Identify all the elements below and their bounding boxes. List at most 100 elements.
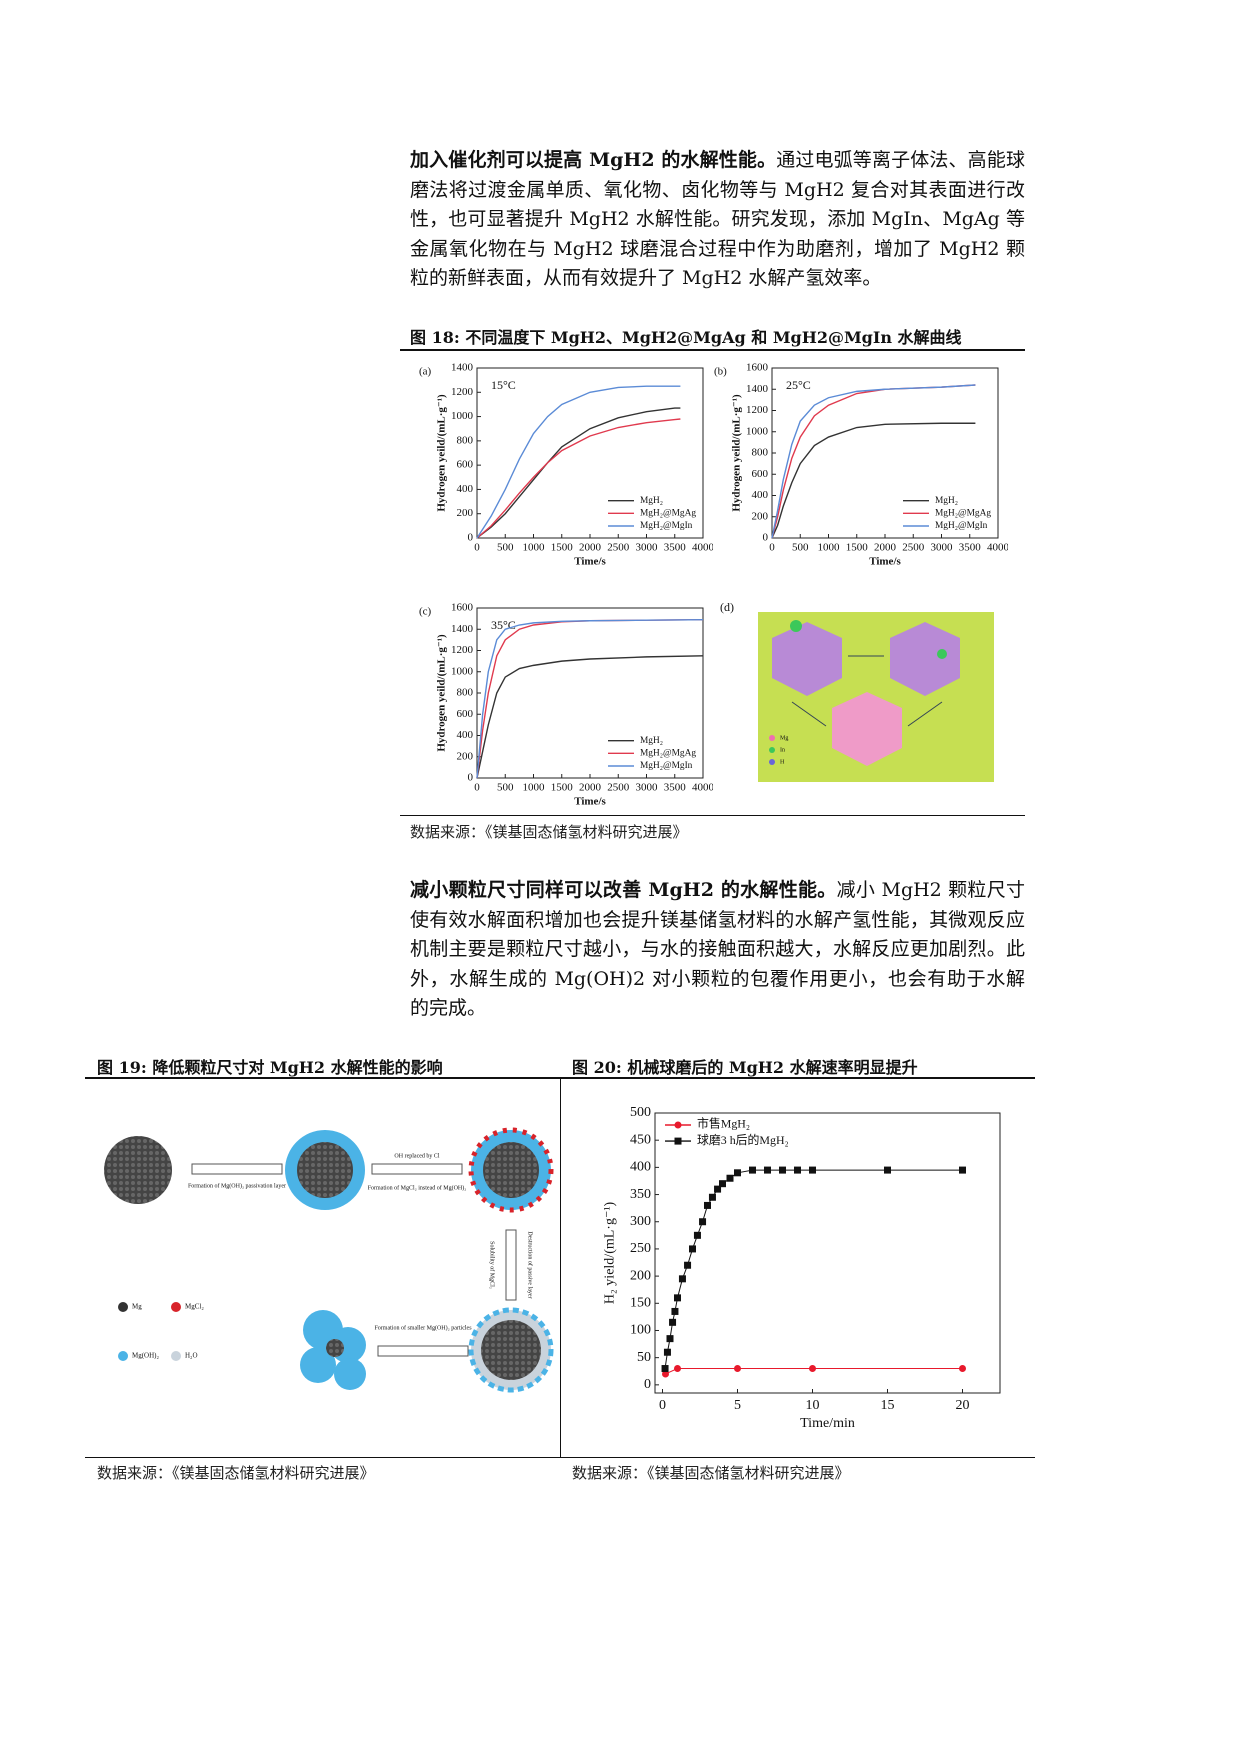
point [809, 1166, 816, 1174]
legend-label: In [780, 747, 785, 753]
y-tick-label: 400 [457, 729, 474, 741]
y-tick-label: 1600 [746, 362, 769, 374]
paragraph: 加入催化剂可以提高 MgH2 的水解性能。通过电弧等离子体法、高能球磨法将过渡金… [410, 146, 1025, 294]
y-tick-label: 1000 [451, 410, 474, 422]
x-axis-label: Time/s [869, 556, 901, 568]
x-tick-label: 0 [659, 1398, 666, 1413]
point [714, 1185, 722, 1193]
y-tick-label: 350 [630, 1187, 651, 1202]
x-tick-label: 2000 [579, 781, 602, 793]
y-tick-label: 0 [644, 1377, 651, 1392]
panel-label: (a) [419, 366, 432, 378]
y-tick-label: 800 [752, 447, 769, 459]
series-line [476, 655, 704, 779]
x-axis-label: Time/s [574, 796, 606, 808]
point [959, 1365, 966, 1373]
legend-label: H₂O [185, 1352, 198, 1360]
x-tick-label: 10 [806, 1398, 820, 1413]
point [674, 1365, 681, 1373]
y-axis-label: Hydrogen yeild/(mL·g⁻¹) [435, 634, 447, 752]
y-tick-label: 400 [752, 489, 769, 501]
y-tick-label: 50 [637, 1350, 651, 1365]
rule [85, 1077, 1035, 1079]
point [719, 1180, 726, 1188]
x-tick-label: 1500 [551, 781, 574, 793]
x-tick-label: 2500 [607, 781, 630, 793]
source: 数据来源：《镁基固态储氢材料研究进展》 [572, 1464, 850, 1482]
point [704, 1201, 711, 1209]
y-tick-label: 0 [468, 532, 474, 544]
figure-caption: 图 19: 降低颗粒尺寸对 MgH2 水解性能的影响 [97, 1058, 443, 1077]
particle [483, 1142, 539, 1198]
y-tick-label: 1400 [451, 623, 474, 635]
y-tick-label: 300 [630, 1214, 651, 1229]
annotation: 15°C [491, 378, 516, 392]
chart: 0 50 100 150 200 250 300 350 400 450 500 0 5 10 15 20 Ti… [602, 1105, 1001, 1431]
series-line [771, 384, 976, 539]
y-tick-label: 200 [457, 750, 474, 762]
y-tick-label: 200 [457, 507, 474, 519]
arrow [371, 1163, 463, 1175]
x-tick-label: 3000 [931, 541, 954, 553]
point [764, 1166, 771, 1174]
figure-caption: 图 20: 机械球磨后的 MgH2 水解速率明显提升 [572, 1058, 918, 1077]
x-tick-label: 1000 [818, 541, 841, 553]
legend-label: Mg [780, 735, 788, 741]
particle [790, 620, 802, 632]
y-tick-label: 1000 [746, 425, 769, 437]
y-tick-label: 150 [630, 1296, 651, 1311]
chart: 0 200 400 600 800 1000 1200 1400 1600 0 500 1000 150… [419, 602, 713, 808]
particle [326, 1339, 344, 1357]
y-tick-label: 200 [752, 510, 769, 522]
legend-label: MgH₂ [640, 736, 663, 746]
source: 数据来源：《镁基固态储氢材料研究进展》 [410, 823, 688, 841]
x-tick-label: 0 [474, 781, 480, 793]
rule [85, 1457, 1035, 1458]
rule [560, 1079, 561, 1457]
series-line [771, 422, 976, 539]
y-tick-label: 400 [630, 1160, 651, 1175]
particle [890, 622, 960, 696]
x-tick-label: 3000 [636, 781, 659, 793]
paragraph-text: 通过电弧等离子体法、高能球磨法将过渡金属单质、氧化物、卤化物等与 MgH2 复合… [410, 149, 1025, 289]
legend-label: MgH₂@MgIn [935, 521, 988, 531]
arrow [791, 701, 827, 727]
arrow [377, 1345, 469, 1357]
legend-label: H [780, 759, 785, 765]
legend-label: MgH₂@MgAg [640, 508, 696, 518]
point [779, 1166, 786, 1174]
y-tick-label: 400 [457, 483, 474, 495]
point [749, 1166, 756, 1174]
legend-swatch [674, 1137, 682, 1145]
point [674, 1294, 681, 1302]
point [959, 1166, 966, 1174]
y-tick-label: 1400 [746, 383, 769, 395]
legend-label: MgH₂@MgAg [935, 508, 991, 518]
particle [481, 1320, 541, 1380]
series-line [476, 418, 681, 539]
y-tick-label: 800 [457, 434, 474, 446]
x-tick-label: 500 [497, 541, 514, 553]
x-tick-label: 1500 [846, 541, 869, 553]
x-tick-label: 4000 [692, 781, 713, 793]
arrow [505, 1229, 517, 1301]
point [669, 1318, 677, 1326]
legend-marker [769, 747, 775, 753]
y-tick-label: 1200 [451, 386, 474, 398]
point [662, 1370, 669, 1378]
point [699, 1218, 707, 1226]
x-tick-label: 4000 [987, 541, 1008, 553]
particle [104, 1136, 172, 1204]
chart: 0 200 400 600 800 1000 1200 1400 1600 0 500 1000 150… [714, 362, 1008, 568]
y-tick-label: 500 [630, 1105, 651, 1120]
panel-label: (b) [714, 366, 727, 378]
y-tick-label: 600 [457, 459, 474, 471]
x-axis-label: Time/s [574, 556, 606, 568]
x-tick-label: 1500 [551, 541, 574, 553]
y-tick-label: 1400 [451, 362, 474, 374]
rule [400, 349, 1025, 351]
panel-label: (d) [720, 600, 734, 614]
y-tick-label: 0 [763, 532, 769, 544]
particle [832, 692, 902, 766]
y-tick-label: 200 [630, 1268, 651, 1283]
